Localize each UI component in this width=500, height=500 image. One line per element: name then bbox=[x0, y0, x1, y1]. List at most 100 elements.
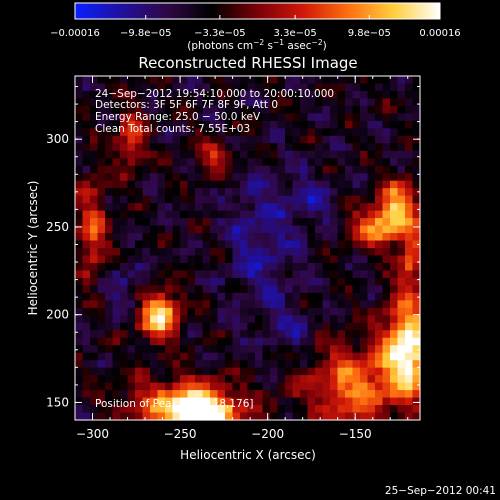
heatmap-cell bbox=[202, 180, 211, 189]
heatmap-cell bbox=[240, 307, 249, 316]
heatmap-cell bbox=[165, 248, 174, 257]
heatmap-cell bbox=[165, 360, 174, 369]
heatmap-cell bbox=[345, 345, 354, 354]
heatmap-cell bbox=[165, 292, 174, 301]
heatmap-cell bbox=[120, 173, 129, 182]
heatmap-cell bbox=[150, 113, 159, 122]
heatmap-cell bbox=[277, 180, 286, 189]
heatmap-cell bbox=[300, 315, 309, 324]
heatmap-cell bbox=[135, 300, 144, 309]
heatmap-cell bbox=[112, 307, 121, 316]
heatmap-cell bbox=[345, 105, 354, 114]
heatmap-cell bbox=[210, 150, 219, 159]
heatmap-cell bbox=[232, 322, 241, 331]
heatmap-cell bbox=[247, 262, 256, 272]
heatmap-cell bbox=[142, 382, 151, 391]
heatmap-cell bbox=[120, 83, 129, 92]
heatmap-cell bbox=[202, 143, 211, 152]
heatmap-cell bbox=[150, 352, 159, 361]
heatmap-cell bbox=[352, 315, 361, 324]
heatmap-cell bbox=[217, 292, 226, 301]
heatmap-cell bbox=[217, 345, 226, 354]
heatmap-cell bbox=[352, 225, 361, 234]
heatmap-cell bbox=[232, 173, 241, 182]
heatmap-cell bbox=[390, 248, 399, 257]
heatmap-cell bbox=[270, 300, 279, 309]
heatmap-cell bbox=[120, 165, 129, 174]
heatmap-cell bbox=[375, 173, 384, 182]
heatmap-cell bbox=[352, 105, 361, 114]
heatmap-cell bbox=[112, 83, 121, 92]
heatmap-cell bbox=[397, 375, 406, 384]
heatmap-cell bbox=[202, 173, 211, 182]
heatmap-cell bbox=[82, 270, 91, 279]
heatmap-cell bbox=[307, 405, 316, 414]
heatmap-cell bbox=[375, 248, 384, 257]
heatmap-cell bbox=[135, 397, 144, 406]
heatmap-cell bbox=[210, 248, 219, 257]
heatmap-cell bbox=[382, 180, 391, 189]
heatmap-cell bbox=[330, 180, 339, 189]
heatmap-cell bbox=[262, 218, 271, 227]
heatmap-cell bbox=[285, 322, 294, 331]
heatmap-cell bbox=[330, 225, 339, 234]
heatmap-cell bbox=[225, 292, 234, 301]
heatmap-cell bbox=[255, 270, 264, 279]
heatmap-cell bbox=[232, 105, 241, 114]
heatmap-cell bbox=[180, 307, 189, 316]
heatmap-cell bbox=[300, 277, 309, 286]
heatmap-cell bbox=[330, 195, 339, 204]
heatmap-cell bbox=[217, 188, 226, 197]
heatmap-cell bbox=[105, 352, 114, 361]
heatmap-cell bbox=[82, 315, 91, 324]
heatmap-cell bbox=[135, 375, 144, 384]
heatmap-cell bbox=[75, 83, 84, 92]
heatmap-cell bbox=[307, 315, 316, 324]
heatmap-cell bbox=[195, 210, 204, 219]
heatmap-cell bbox=[105, 173, 114, 182]
heatmap-cell bbox=[315, 195, 324, 204]
heatmap-cell bbox=[285, 405, 294, 414]
heatmap-cell bbox=[412, 240, 421, 249]
heatmap-cell bbox=[405, 128, 414, 137]
heatmap-cell bbox=[315, 322, 324, 331]
heatmap-cell bbox=[97, 225, 106, 234]
heatmap-cell bbox=[195, 120, 204, 129]
heatmap-cell bbox=[120, 135, 129, 144]
heatmap-cell bbox=[157, 143, 166, 152]
heatmap-cell bbox=[405, 143, 414, 152]
heatmap-cell bbox=[195, 158, 204, 167]
heatmap-cell bbox=[112, 322, 121, 331]
heatmap-cell bbox=[247, 233, 256, 242]
heatmap-cell bbox=[337, 165, 346, 174]
heatmap-cell bbox=[217, 300, 226, 309]
heatmap-cell bbox=[225, 262, 234, 272]
heatmap-cell bbox=[382, 322, 391, 331]
heatmap-cell bbox=[165, 255, 174, 264]
heatmap-cell bbox=[270, 330, 279, 339]
heatmap-cell bbox=[90, 225, 99, 234]
heatmap-cell bbox=[382, 240, 391, 249]
heatmap-cell bbox=[127, 292, 136, 301]
heatmap-cell bbox=[382, 203, 391, 212]
heatmap-cell bbox=[247, 397, 256, 406]
heatmap-cell bbox=[82, 367, 91, 376]
heatmap-cell bbox=[202, 120, 211, 129]
heatmap-cell bbox=[337, 270, 346, 279]
heatmap-cell bbox=[240, 195, 249, 204]
heatmap-cell bbox=[285, 285, 294, 294]
heatmap-cell bbox=[195, 262, 204, 272]
heatmap-cell bbox=[397, 405, 406, 414]
heatmap-cell bbox=[180, 375, 189, 384]
heatmap-cell bbox=[360, 150, 369, 159]
heatmap-cell bbox=[300, 210, 309, 219]
heatmap-cell bbox=[397, 360, 406, 369]
heatmap-cell bbox=[90, 390, 99, 399]
heatmap-cell bbox=[352, 300, 361, 309]
heatmap-cell bbox=[217, 98, 226, 107]
heatmap-cell bbox=[127, 113, 136, 122]
heatmap-cell bbox=[315, 255, 324, 264]
heatmap-cell bbox=[322, 307, 331, 316]
heatmap-cell bbox=[97, 120, 106, 129]
colorbar-tick-label: −9.8e−05 bbox=[120, 28, 172, 39]
